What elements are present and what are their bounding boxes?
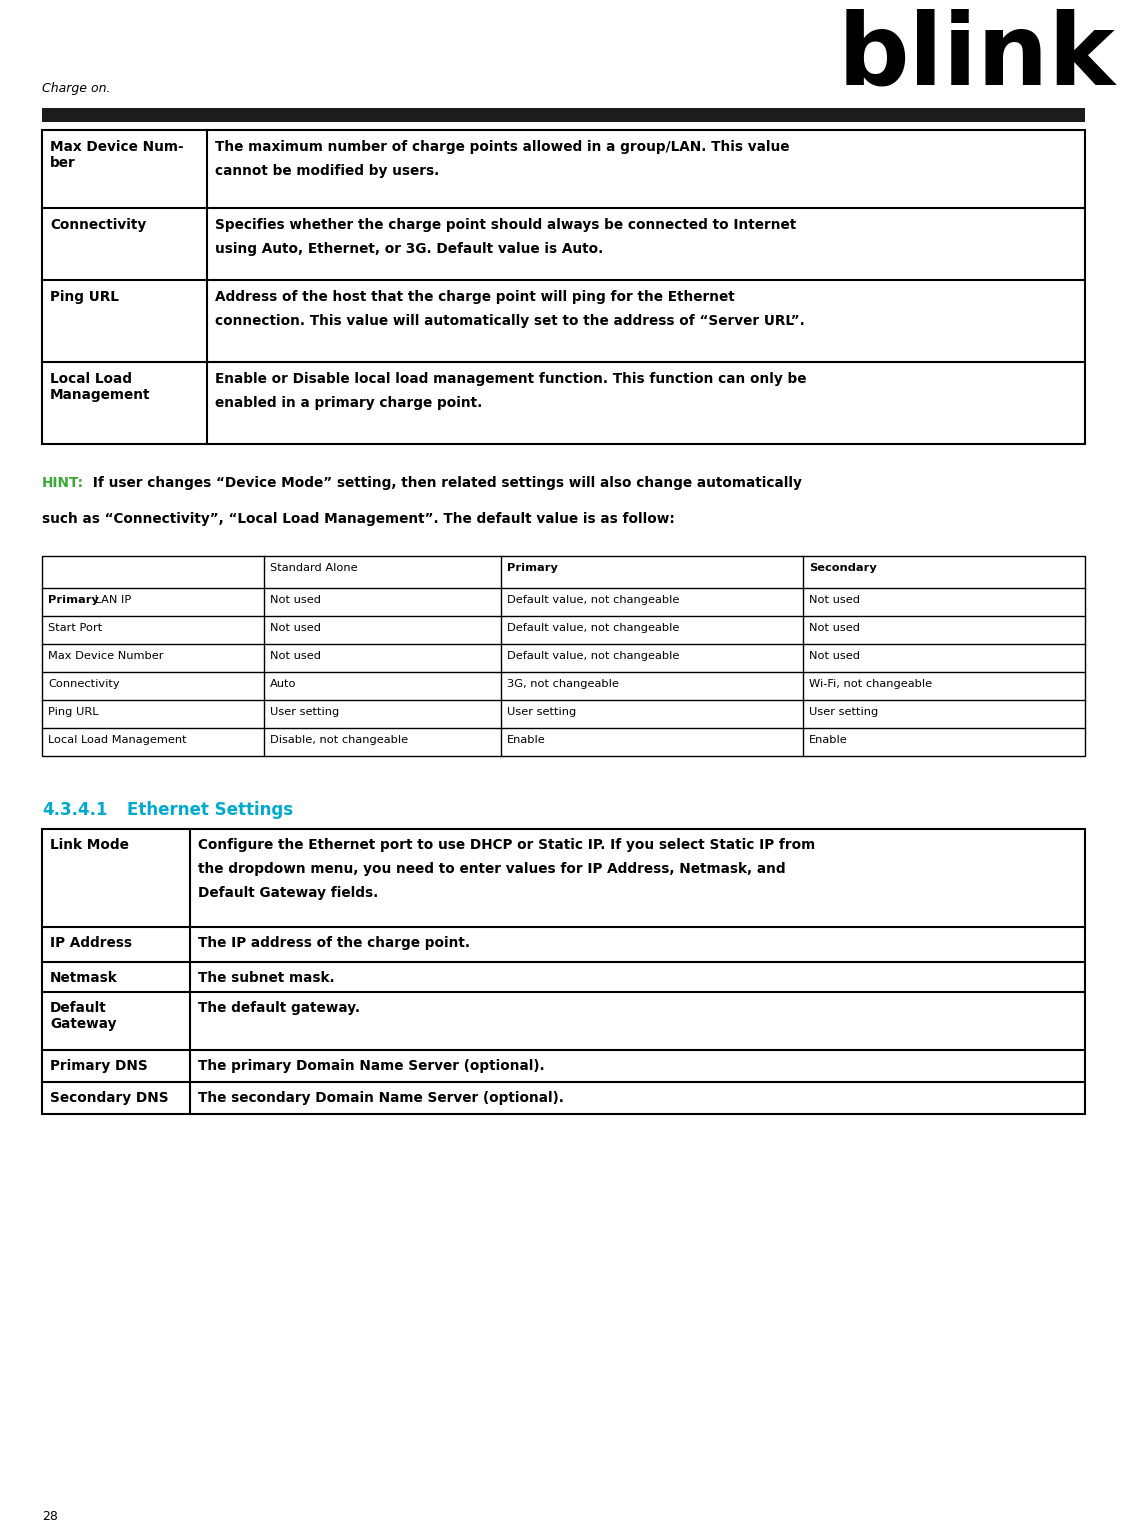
Text: Primary: Primary bbox=[507, 563, 558, 574]
Text: Primary DNS: Primary DNS bbox=[50, 1059, 147, 1073]
Text: Not used: Not used bbox=[270, 623, 321, 633]
Text: Enable or Disable local load management function. This function can only be
enab: Enable or Disable local load management … bbox=[215, 372, 807, 410]
Text: HINT:: HINT: bbox=[42, 476, 84, 490]
Text: Default value, not changeable: Default value, not changeable bbox=[507, 650, 680, 661]
Text: Charge on.: Charge on. bbox=[42, 83, 110, 95]
Text: Not used: Not used bbox=[809, 623, 860, 633]
Text: Not used: Not used bbox=[809, 595, 860, 604]
Text: The subnet mask.: The subnet mask. bbox=[198, 972, 334, 985]
Text: Not used: Not used bbox=[270, 595, 321, 604]
Text: Configure the Ethernet port to use DHCP or Static IP. If you select Static IP fr: Configure the Ethernet port to use DHCP … bbox=[198, 838, 816, 900]
Text: Enable: Enable bbox=[507, 734, 546, 745]
Text: Default
Gateway: Default Gateway bbox=[50, 1001, 117, 1031]
Text: Address of the host that the charge point will ping for the Ethernet
connection.: Address of the host that the charge poin… bbox=[215, 291, 804, 327]
Text: The maximum number of charge points allowed in a group/LAN. This value
cannot be: The maximum number of charge points allo… bbox=[215, 141, 790, 177]
Text: Ping URL: Ping URL bbox=[50, 291, 119, 304]
Text: Max Device Num-
ber: Max Device Num- ber bbox=[50, 141, 183, 170]
Text: Ping URL: Ping URL bbox=[48, 707, 99, 718]
Text: Connectivity: Connectivity bbox=[48, 679, 119, 689]
Text: Default value, not changeable: Default value, not changeable bbox=[507, 623, 680, 633]
Text: Default value, not changeable: Default value, not changeable bbox=[507, 595, 680, 604]
Text: Standard Alone: Standard Alone bbox=[270, 563, 358, 574]
Text: Auto: Auto bbox=[270, 679, 297, 689]
Text: If user changes “Device Mode” setting, then related settings will also change au: If user changes “Device Mode” setting, t… bbox=[88, 476, 802, 490]
Text: User setting: User setting bbox=[809, 707, 879, 718]
Text: 4.3.4.1: 4.3.4.1 bbox=[42, 802, 108, 819]
Text: Connectivity: Connectivity bbox=[50, 217, 146, 233]
Text: 28: 28 bbox=[42, 1510, 57, 1522]
Text: LAN IP: LAN IP bbox=[91, 595, 132, 604]
Text: Not used: Not used bbox=[270, 650, 321, 661]
Bar bbox=[42, 555, 1084, 756]
Text: Secondary DNS: Secondary DNS bbox=[50, 1091, 169, 1105]
Text: such as “Connectivity”, “Local Load Management”. The default value is as follow:: such as “Connectivity”, “Local Load Mana… bbox=[42, 513, 675, 526]
Text: blink: blink bbox=[837, 8, 1115, 106]
Text: Netmask: Netmask bbox=[50, 972, 118, 985]
Text: The primary Domain Name Server (optional).: The primary Domain Name Server (optional… bbox=[198, 1059, 544, 1073]
Text: Secondary: Secondary bbox=[809, 563, 876, 574]
Text: IP Address: IP Address bbox=[50, 936, 132, 950]
Text: The secondary Domain Name Server (optional).: The secondary Domain Name Server (option… bbox=[198, 1091, 564, 1105]
Text: Max Device Number: Max Device Number bbox=[48, 650, 163, 661]
Text: Disable, not changeable: Disable, not changeable bbox=[270, 734, 408, 745]
Text: Wi-Fi, not changeable: Wi-Fi, not changeable bbox=[809, 679, 933, 689]
Text: Local Load
Management: Local Load Management bbox=[50, 372, 151, 402]
Text: Primary: Primary bbox=[48, 595, 99, 604]
Text: Local Load Management: Local Load Management bbox=[48, 734, 187, 745]
Text: Start Port: Start Port bbox=[48, 623, 102, 633]
Text: 3G, not changeable: 3G, not changeable bbox=[507, 679, 619, 689]
Text: Link Mode: Link Mode bbox=[50, 838, 129, 852]
Text: The IP address of the charge point.: The IP address of the charge point. bbox=[198, 936, 470, 950]
Text: Specifies whether the charge point should always be connected to Internet
using : Specifies whether the charge point shoul… bbox=[215, 217, 796, 256]
Bar bbox=[42, 829, 1084, 1114]
Text: Ethernet Settings: Ethernet Settings bbox=[104, 802, 294, 819]
Bar bbox=[42, 130, 1084, 444]
Bar bbox=[42, 109, 1084, 122]
Text: User setting: User setting bbox=[270, 707, 340, 718]
Text: Enable: Enable bbox=[809, 734, 848, 745]
Text: The default gateway.: The default gateway. bbox=[198, 1001, 360, 1014]
Text: Not used: Not used bbox=[809, 650, 860, 661]
Text: User setting: User setting bbox=[507, 707, 576, 718]
